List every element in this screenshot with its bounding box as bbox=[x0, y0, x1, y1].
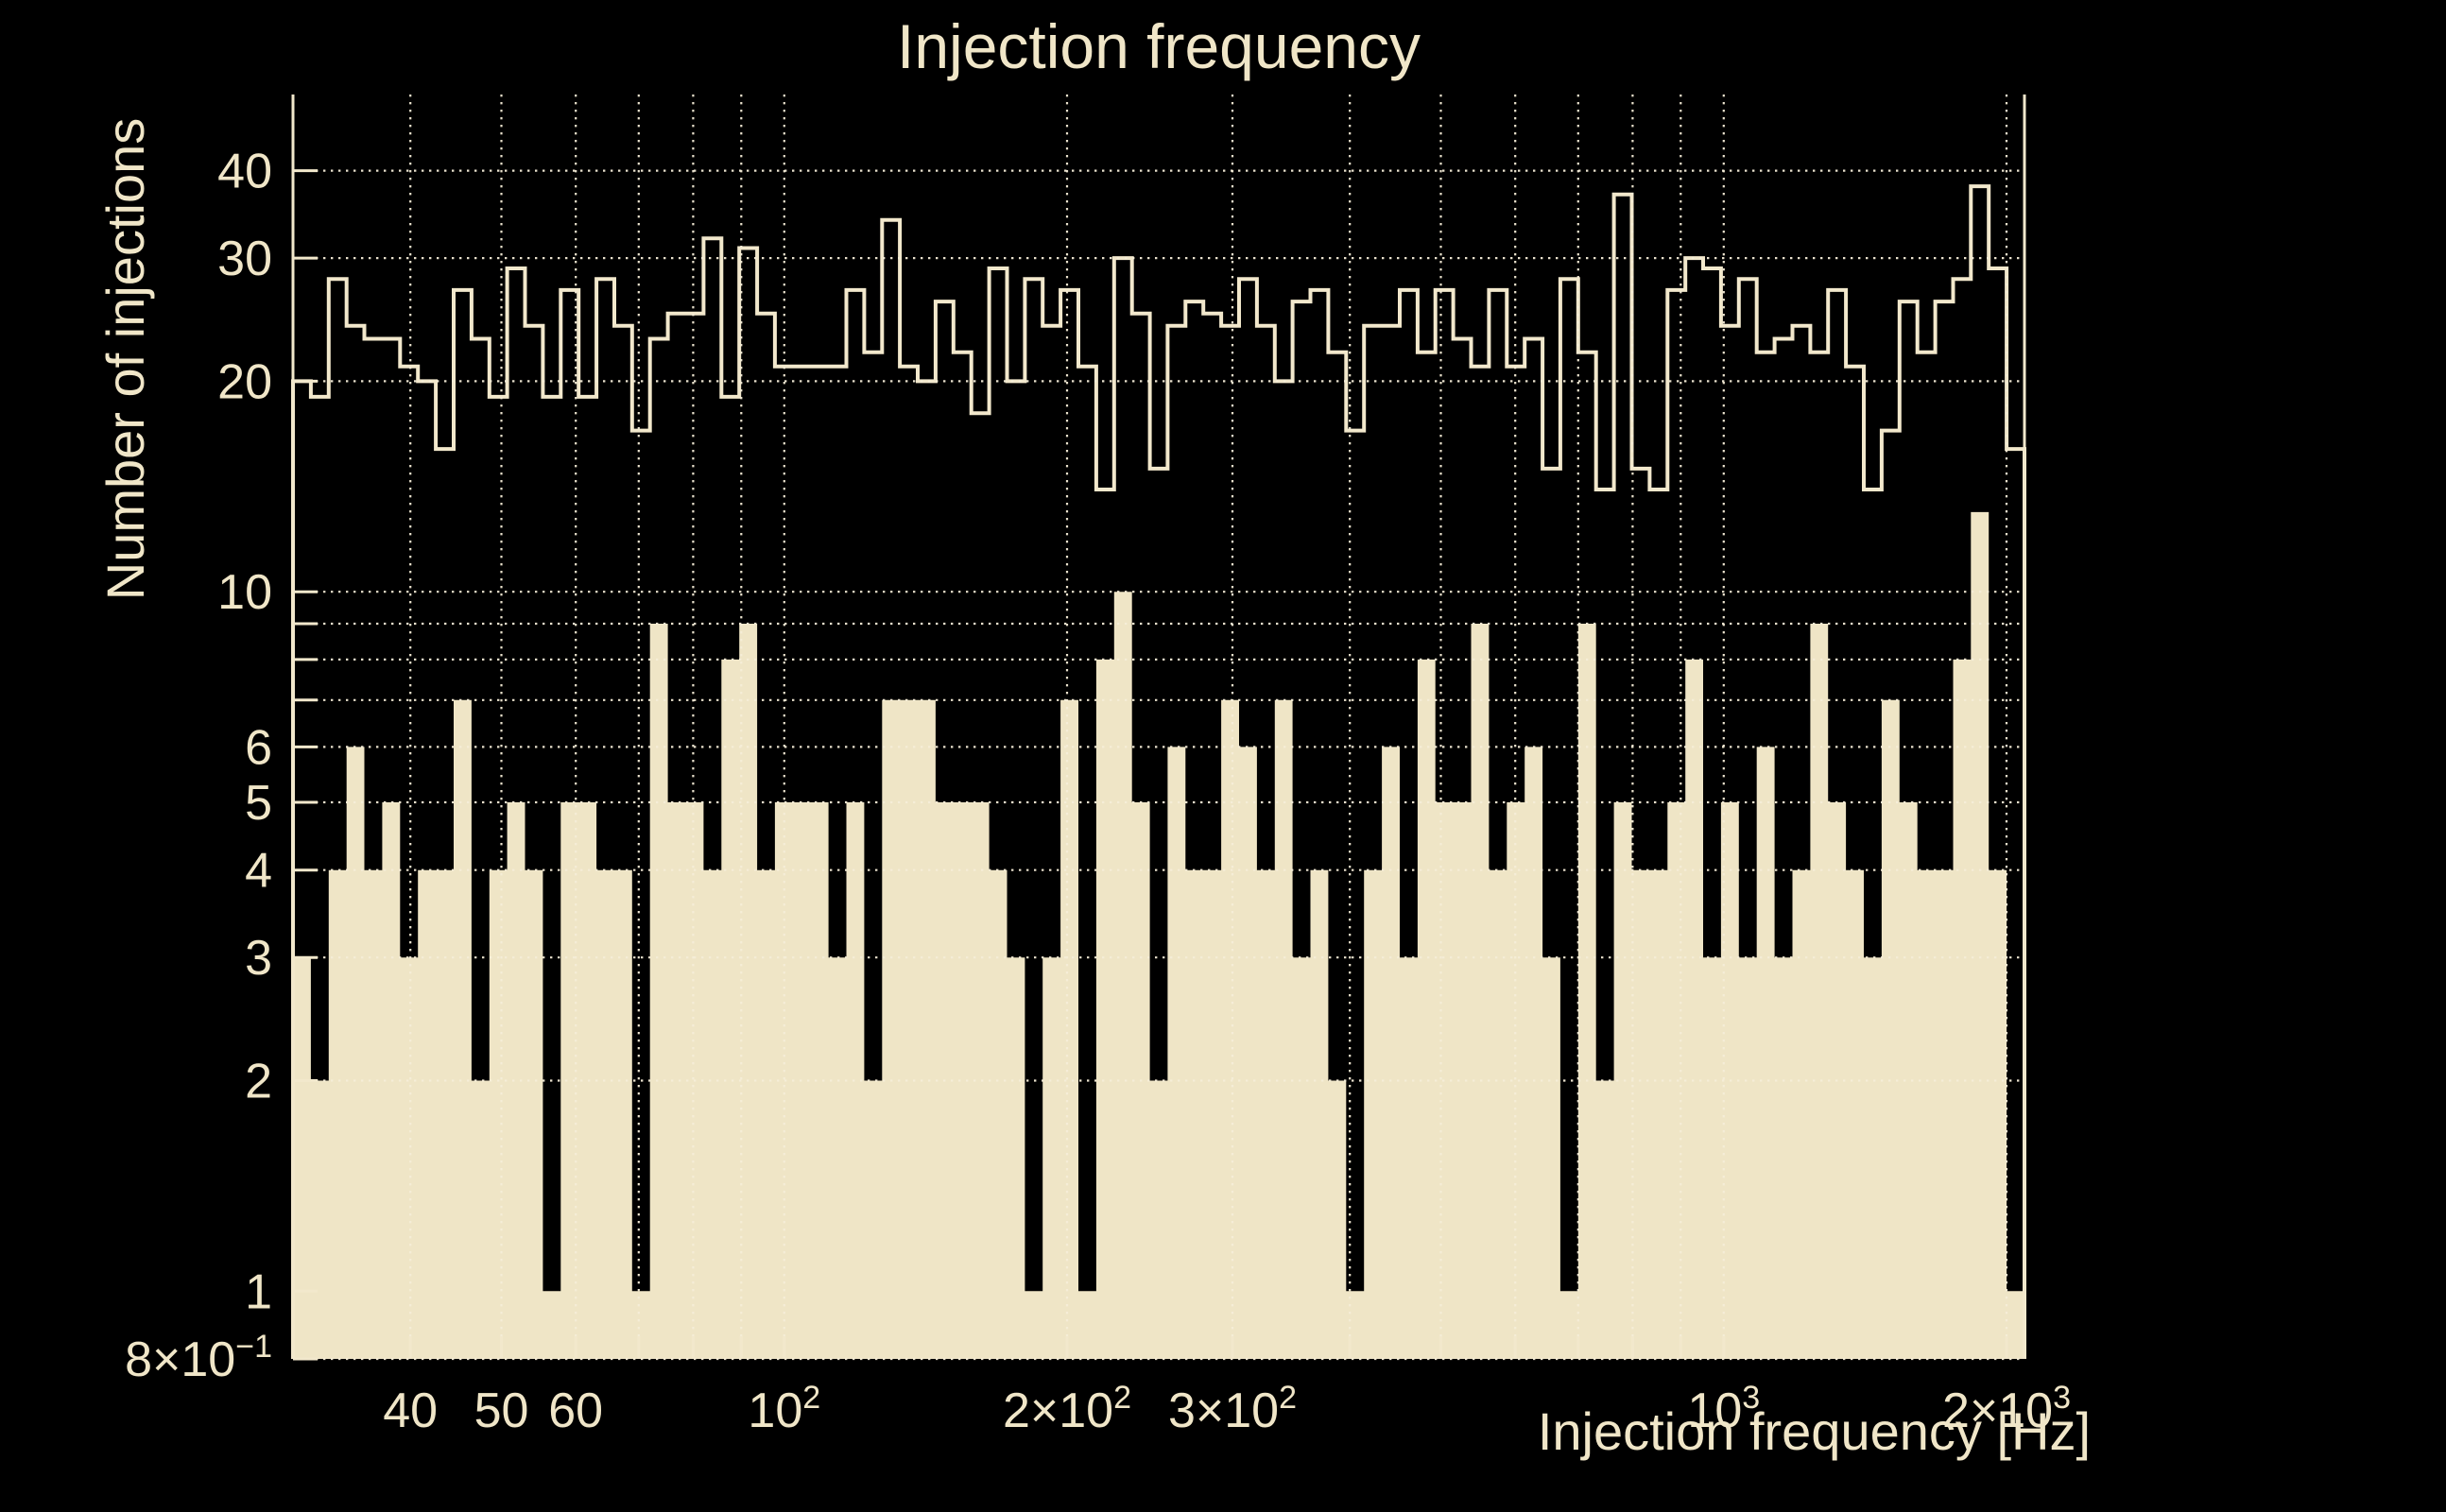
filled-histogram bbox=[293, 511, 2024, 1359]
y-tick-label: 10 bbox=[217, 565, 272, 620]
y-tick-label: 5 bbox=[245, 776, 272, 831]
y-tick-label: 30 bbox=[217, 232, 272, 286]
y-tick-label: 6 bbox=[245, 720, 272, 775]
x-tick-label: 60 bbox=[548, 1383, 603, 1438]
x-tick-label: 3×102 bbox=[1168, 1380, 1297, 1438]
x-tick-label: 2×103 bbox=[1942, 1380, 2071, 1438]
x-tick-label: 103 bbox=[1687, 1380, 1760, 1438]
x-axis-title: Injection frequency [Hz] bbox=[1538, 1401, 2091, 1461]
y-tick-label: 40 bbox=[217, 145, 272, 199]
chart-title: Injection frequency bbox=[897, 11, 1421, 81]
y-tick-label: 4 bbox=[245, 844, 272, 899]
y-tick-label: 20 bbox=[217, 354, 272, 409]
x-tick-label: 102 bbox=[748, 1380, 820, 1438]
outline-histogram bbox=[291, 184, 2026, 1359]
x-tick-label: 50 bbox=[474, 1383, 529, 1438]
y-tick-label: 3 bbox=[245, 931, 272, 986]
x-tick-label: 2×102 bbox=[1003, 1380, 1131, 1438]
y-axis-title: Number of injections bbox=[95, 118, 155, 600]
x-tick-label: 40 bbox=[383, 1383, 438, 1438]
y-tick-label: 8×10−1 bbox=[125, 1329, 272, 1387]
y-tick-label: 1 bbox=[245, 1264, 272, 1319]
y-tick-label: 2 bbox=[245, 1054, 272, 1108]
